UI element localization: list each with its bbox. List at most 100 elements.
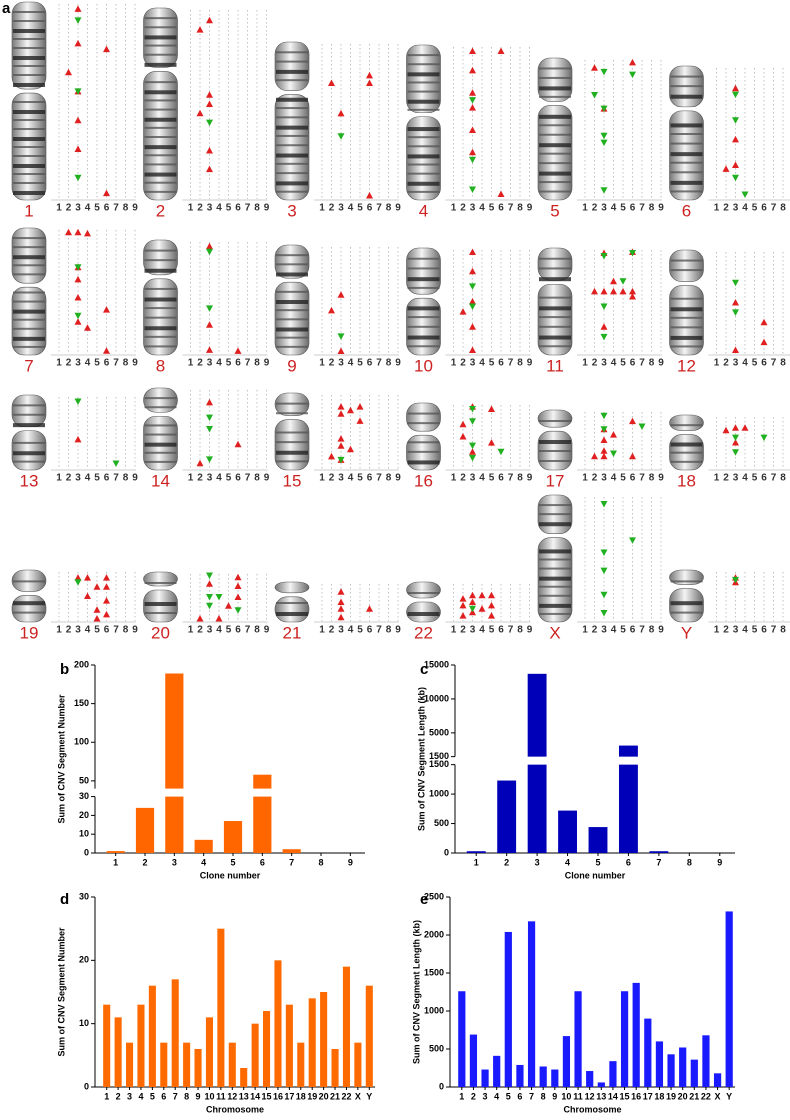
chromosome-band: [408, 287, 440, 289]
bar: [558, 811, 577, 853]
loss-marker: [469, 606, 476, 613]
chromosome-band: [671, 443, 703, 447]
gain-marker: [469, 149, 476, 156]
clone-label: 2: [592, 203, 598, 214]
x-tick-label: 17: [643, 1091, 653, 1101]
clone-label: 3: [338, 203, 344, 214]
gain-marker: [197, 615, 204, 622]
clone-label: 8: [123, 203, 129, 214]
clone-label: 5: [357, 358, 363, 369]
chromosome-label: Y: [681, 623, 692, 642]
chromosome-band: [408, 345, 440, 347]
clone-label: 6: [235, 358, 241, 369]
clone-label: 9: [395, 625, 401, 636]
gain-marker: [75, 146, 82, 153]
clone-label: 4: [479, 203, 485, 214]
chromosome-band: [13, 128, 45, 130]
chromosome-band: [145, 35, 177, 39]
bar: [516, 1065, 523, 1087]
gain-marker: [610, 278, 617, 285]
gain-marker: [103, 597, 110, 604]
clone-label: 7: [508, 203, 514, 214]
clone-label: 1: [451, 203, 457, 214]
chromosome-band: [145, 127, 177, 129]
x-tick-label: 13: [239, 1091, 249, 1101]
x-tick-label: 15: [262, 1091, 272, 1101]
x-tick-label: 4: [201, 857, 206, 867]
clone-label: 8: [123, 625, 129, 636]
clone-label: 2: [66, 203, 72, 214]
x-axis-label: Chromosome: [563, 1104, 621, 1114]
chromosome-label: 22: [414, 623, 433, 642]
chromosome-band: [276, 318, 308, 320]
bar: [702, 1035, 709, 1087]
gain-marker: [235, 594, 242, 601]
clone-label: 7: [376, 625, 382, 636]
x-tick-label: 5: [150, 1091, 155, 1101]
gain-marker: [460, 602, 467, 609]
clone-label: 6: [630, 625, 636, 636]
chromosome-arm: [670, 286, 704, 355]
chromosome-label: 7: [24, 356, 33, 375]
chromosome-band: [276, 460, 308, 462]
loss-marker: [732, 449, 739, 456]
chromosome-band: [408, 267, 440, 269]
clone-label: 5: [357, 473, 363, 484]
clone-label: 7: [376, 358, 382, 369]
chromosome-band: [539, 181, 571, 183]
clone-label: 5: [357, 625, 363, 636]
y-tick-label: 10: [79, 829, 89, 839]
clone-label: 1: [714, 625, 720, 636]
loss-marker: [639, 424, 646, 431]
x-tick-label: 1: [104, 1091, 109, 1101]
gain-marker: [732, 162, 739, 169]
x-tick-label: 7: [656, 857, 661, 867]
clone-label: 6: [630, 358, 636, 369]
clone-label: 7: [245, 625, 251, 636]
chromosome-band: [539, 586, 571, 588]
clone-label: 1: [582, 625, 588, 636]
chromosome-band: [276, 602, 308, 604]
chromosome-label: 2: [156, 201, 165, 220]
gain-marker: [338, 588, 345, 595]
chromosome-band: [671, 612, 703, 614]
bar: [366, 986, 373, 1087]
clone-label: 2: [66, 473, 72, 484]
clone-label: 5: [489, 625, 495, 636]
clone-label: 4: [216, 473, 222, 484]
chromosome-band: [13, 442, 45, 444]
clone-label: 5: [752, 625, 758, 636]
gain-marker: [601, 437, 608, 444]
gain-marker: [75, 40, 82, 47]
clone-label: 3: [207, 473, 213, 484]
clone-label: 3: [470, 473, 476, 484]
chromosome-band: [145, 45, 177, 47]
clone-label: 5: [226, 625, 232, 636]
chromosome-band: [539, 172, 571, 176]
clone-label: 8: [123, 473, 129, 484]
gain-marker: [488, 602, 495, 609]
gain-marker: [75, 436, 82, 443]
loss-marker: [75, 175, 82, 182]
y-tick-label: 30: [79, 891, 89, 901]
chromosome-band: [539, 115, 571, 119]
gain-marker: [460, 433, 467, 440]
clone-label: 6: [235, 203, 241, 214]
bar: [115, 1017, 122, 1087]
clone-label: 5: [752, 358, 758, 369]
chromosome-band: [276, 98, 308, 102]
loss-marker: [469, 455, 476, 462]
clone-label: 8: [386, 625, 392, 636]
bar: [253, 797, 271, 853]
x-tick-label: 5: [230, 857, 235, 867]
clone-label: 9: [132, 473, 138, 484]
clone-label: 7: [113, 473, 119, 484]
loss-marker: [206, 572, 213, 579]
y-tick-label: 100: [74, 737, 89, 747]
x-tick-label: 9: [717, 857, 722, 867]
chromosome-band: [539, 96, 571, 98]
chromosome-band: [276, 61, 308, 63]
loss-marker: [469, 157, 476, 164]
